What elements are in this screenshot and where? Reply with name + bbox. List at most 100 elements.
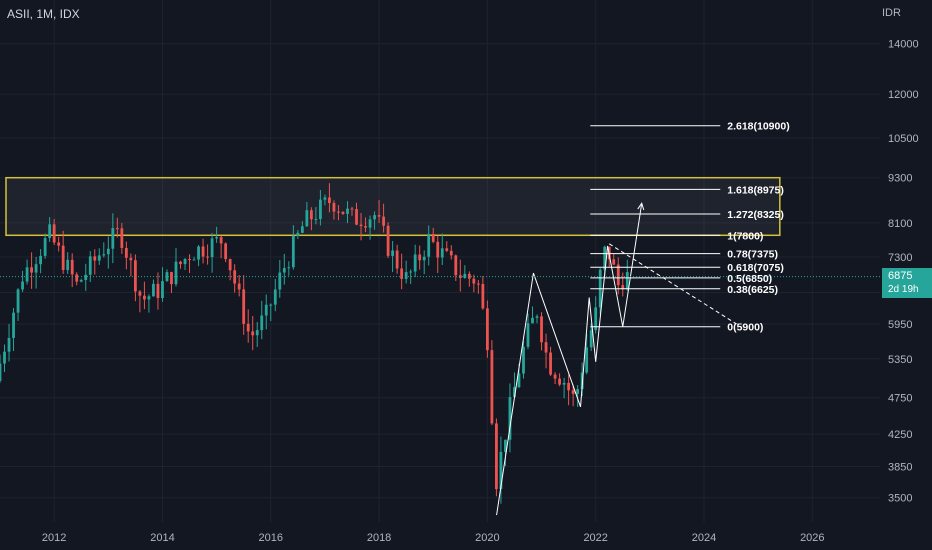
candle-body (490, 350, 494, 424)
candle-body (454, 255, 458, 276)
fib-level-label: 0(5900) (727, 322, 763, 334)
candle-body (305, 210, 309, 227)
candle-body (219, 237, 223, 244)
candle-body (79, 280, 83, 282)
candle-body (25, 267, 29, 282)
candle-body (562, 382, 566, 385)
candle-body (567, 382, 571, 391)
candle-body (346, 208, 349, 214)
candle-body (93, 256, 97, 261)
candle-body (535, 316, 539, 318)
candle-body (558, 378, 561, 385)
candle-body (364, 226, 367, 228)
candle-body (70, 259, 74, 275)
candle-body (179, 261, 182, 265)
wave-arrowhead (637, 202, 645, 211)
y-axis-tick-label: 10500 (888, 133, 919, 145)
candle-body (585, 347, 589, 373)
candle-body (481, 283, 485, 309)
y-axis-tick-label: 5950 (888, 319, 912, 331)
candle-body (88, 256, 92, 275)
y-axis-tick-label: 14000 (888, 39, 919, 51)
candle-body (328, 197, 331, 203)
candle-body (156, 283, 160, 299)
candle-body (422, 256, 426, 261)
candle-body (34, 264, 38, 273)
candle-body (21, 281, 24, 290)
candle-body (7, 337, 11, 352)
x-axis-tick-label: 2016 (259, 532, 283, 544)
currency-label: IDR (882, 7, 901, 19)
candle-body (368, 219, 372, 228)
fib-level-label: 1(7800) (727, 230, 763, 242)
candle-body (549, 352, 552, 375)
x-axis-tick-label: 2026 (800, 532, 824, 544)
candle-body (544, 342, 548, 353)
candle-body (210, 238, 214, 258)
x-axis-tick-label: 2012 (42, 532, 66, 544)
candle-body (43, 238, 47, 256)
x-axis-tick-label: 2018 (367, 532, 391, 544)
fib-level-label: 1.618(8975) (727, 184, 784, 196)
candle-body (66, 259, 70, 270)
candle-body (269, 304, 273, 306)
candle-body (237, 283, 241, 290)
candle-body (152, 283, 155, 297)
candle-body (120, 228, 124, 248)
candle-body (413, 254, 417, 272)
candle-body (621, 285, 625, 290)
candle-body (255, 330, 259, 336)
candle-body (323, 197, 327, 200)
candle-body (467, 273, 471, 279)
candle-body (264, 304, 268, 316)
candle-body (319, 199, 322, 219)
candle-body (224, 243, 228, 260)
candle-body (553, 374, 557, 379)
x-axis-tick-label: 2024 (692, 532, 716, 544)
candle-body (449, 250, 453, 256)
candle-body (106, 248, 110, 255)
candle-body (526, 323, 530, 347)
wave-drawing (496, 203, 643, 516)
candle-body (332, 202, 336, 212)
x-axis-tick-label: 2014 (150, 532, 174, 544)
candle-body (436, 241, 440, 258)
candle-body (499, 451, 503, 490)
candle-body (517, 373, 521, 388)
candle-body (183, 259, 187, 265)
candle-body (75, 274, 79, 282)
candle-body (12, 312, 15, 338)
candle-body (165, 272, 169, 282)
candle-body (3, 351, 6, 364)
candle-body (143, 295, 146, 300)
candle-body (161, 281, 164, 299)
y-axis-tick-label: 4250 (888, 429, 912, 441)
symbol-title[interactable]: ASII, 1M, IDX (7, 7, 80, 21)
candle-body (431, 233, 435, 242)
candle-body (612, 259, 616, 265)
candle-body (540, 316, 543, 343)
candle-body (522, 346, 525, 374)
candle-body (97, 255, 101, 261)
candle-body (251, 331, 255, 336)
candle-body (188, 259, 191, 261)
candle-body (589, 330, 593, 348)
candle-body (309, 210, 313, 220)
candle-body (386, 225, 390, 256)
candle-body (246, 323, 250, 332)
candle-body (129, 257, 133, 261)
candle-body (409, 271, 413, 273)
candle-body (576, 389, 580, 394)
candle-body (201, 246, 205, 257)
candle-body (57, 242, 61, 246)
candle-body (355, 209, 358, 225)
candle-body (52, 224, 56, 243)
candle-body (445, 248, 449, 251)
candle-body (458, 275, 462, 278)
candle-body (625, 272, 629, 290)
candle-body (594, 307, 598, 331)
fib-level-label: 0.38(6625) (727, 284, 778, 296)
fib-level-label: 0.5(6850) (727, 273, 772, 285)
candle-body (571, 390, 575, 394)
